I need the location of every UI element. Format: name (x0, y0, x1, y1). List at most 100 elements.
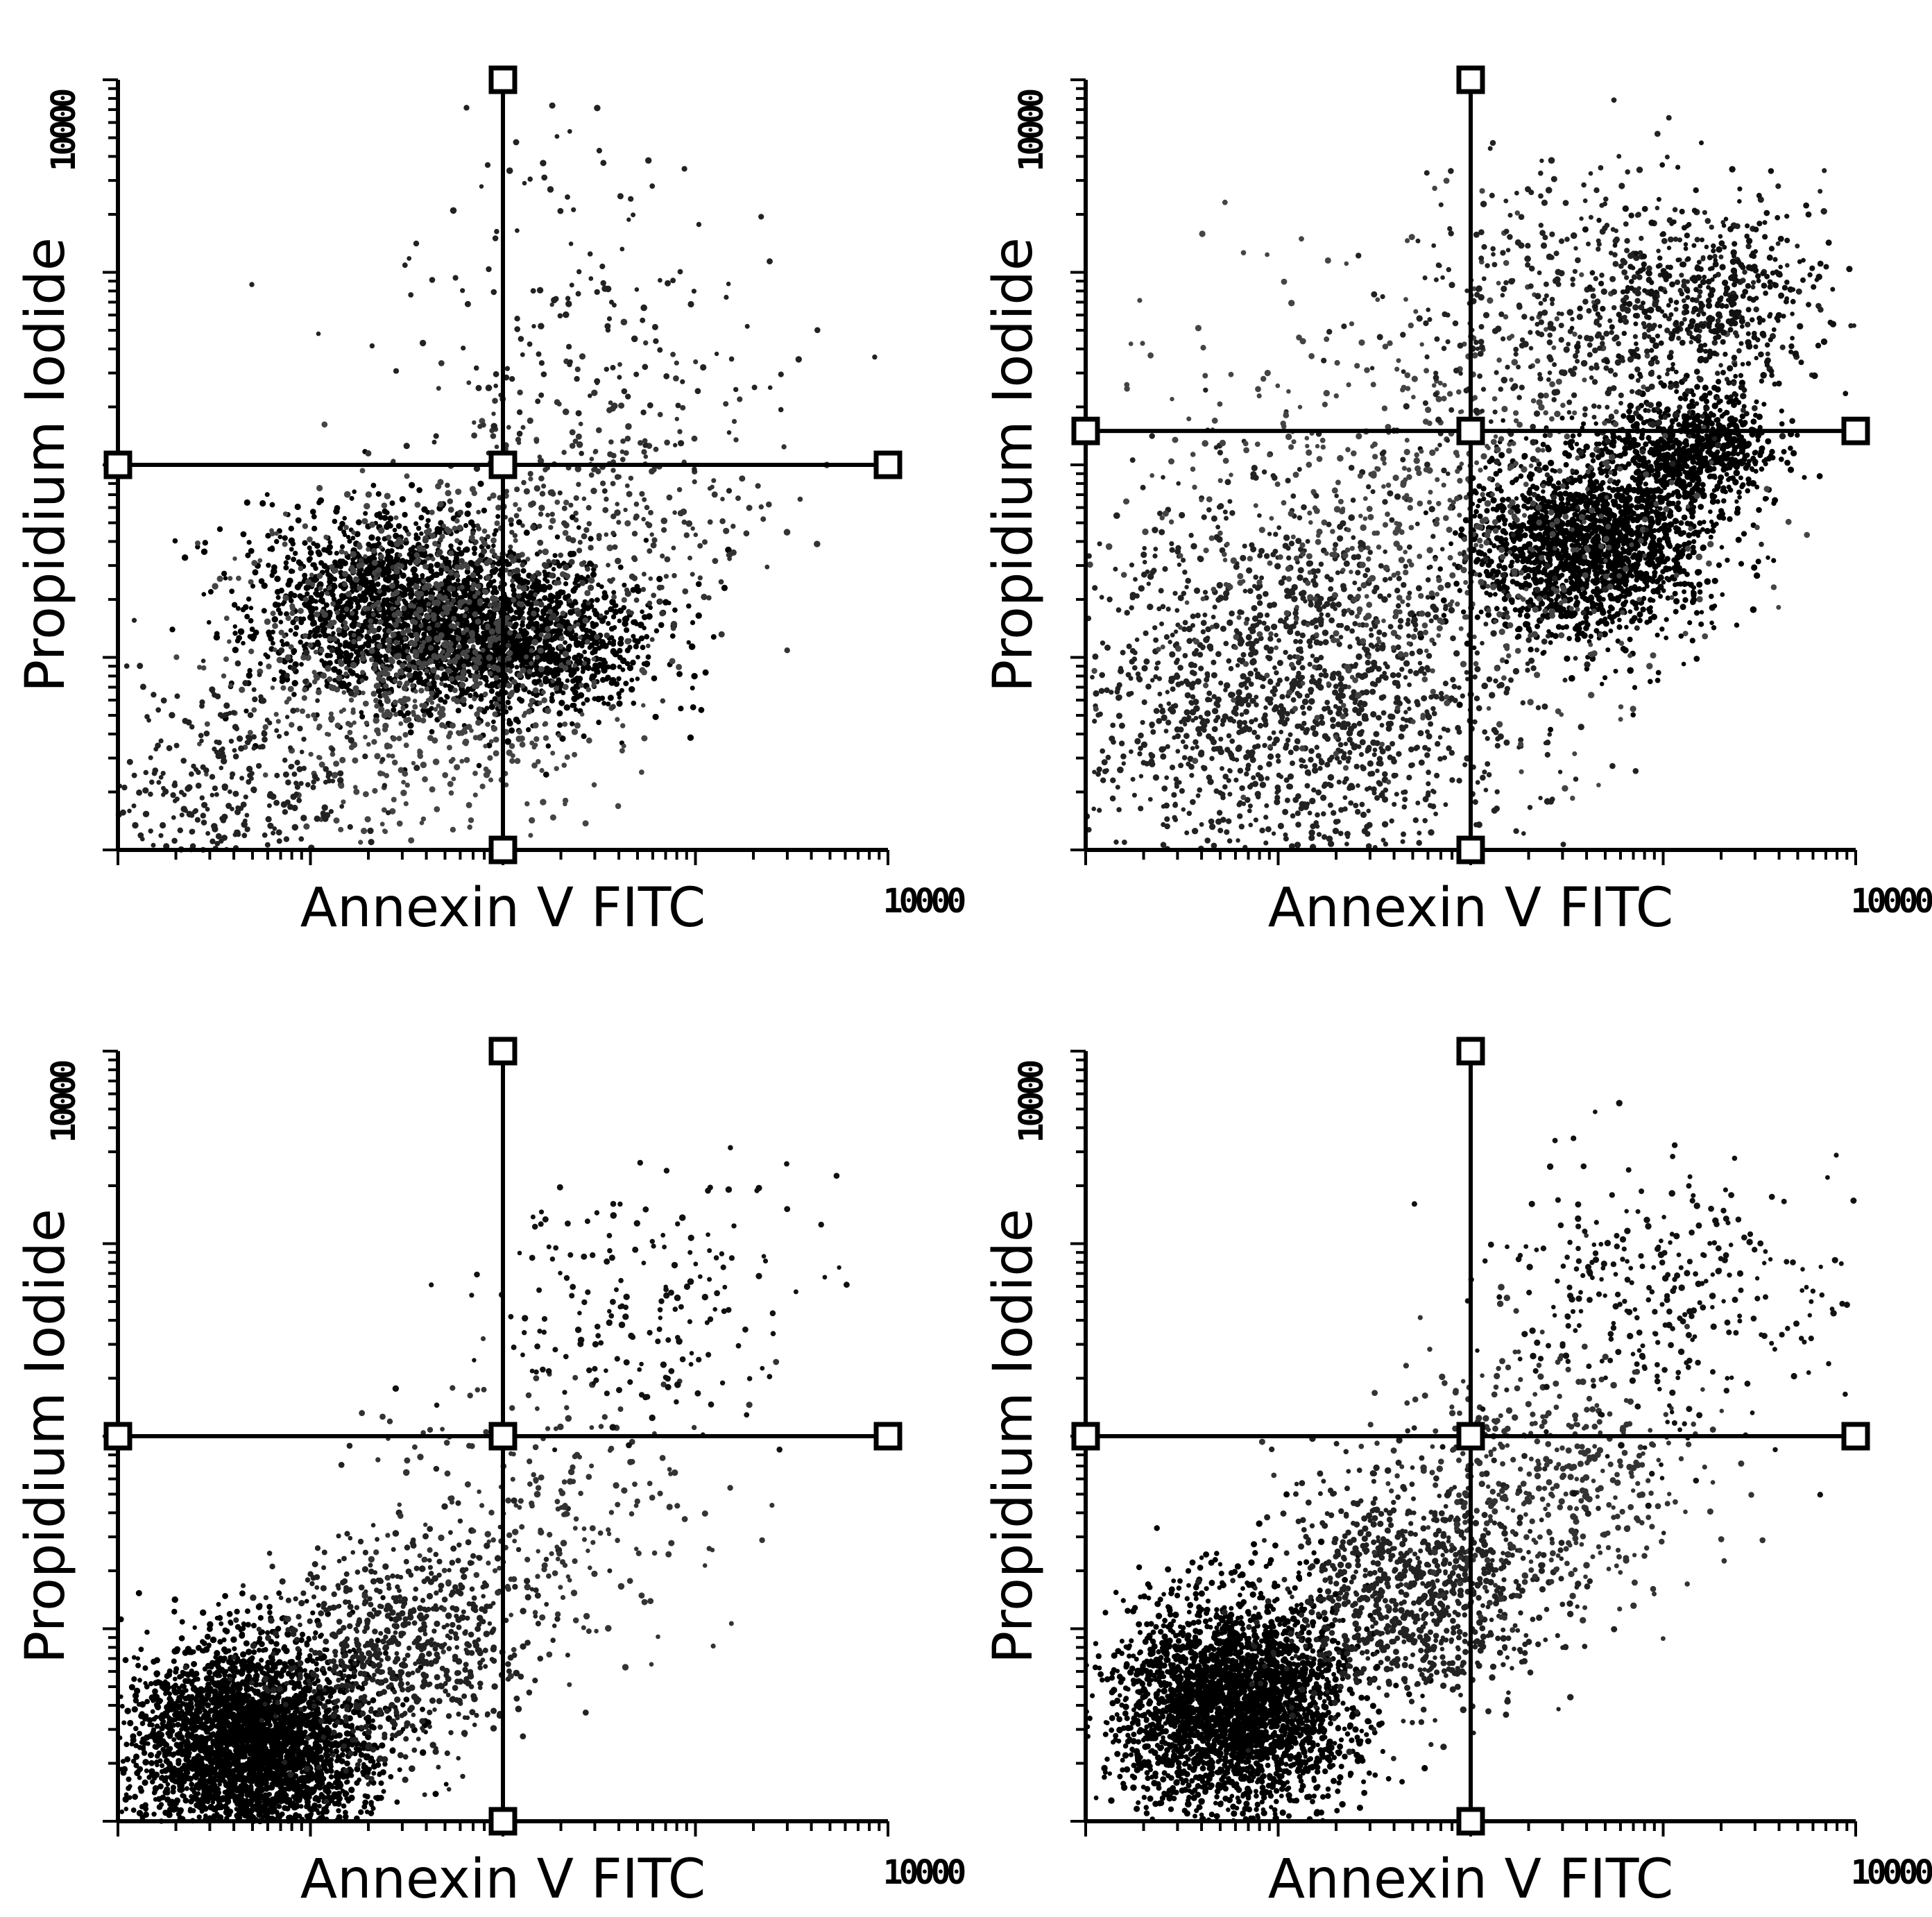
x-axis-max-tick-label: 10000 (883, 882, 966, 921)
event-point (564, 573, 571, 579)
event-point (438, 636, 443, 641)
event-point (652, 713, 659, 720)
event-point (361, 518, 368, 525)
event-point (691, 289, 697, 294)
event-point (1605, 473, 1609, 479)
event-point (342, 570, 348, 577)
event-point (538, 511, 544, 517)
event-point (579, 579, 586, 586)
event-point (431, 439, 437, 445)
event-point (571, 587, 577, 593)
event-point (647, 600, 653, 606)
event-point (420, 573, 425, 578)
event-point (379, 821, 385, 827)
event-point (575, 291, 581, 297)
event-point (350, 551, 357, 558)
event-point (505, 699, 511, 706)
event-point (542, 721, 549, 727)
event-point (493, 701, 499, 707)
event-point (310, 784, 316, 790)
event-point (384, 510, 390, 516)
event-point (290, 541, 296, 547)
event-point (246, 596, 252, 602)
event-point (358, 558, 364, 563)
event-point (228, 683, 233, 688)
event-point (493, 736, 499, 743)
gate-handle-top[interactable] (488, 65, 518, 94)
event-point (316, 689, 322, 695)
event-point (492, 711, 498, 717)
event-point (726, 281, 731, 287)
event-point (343, 606, 350, 612)
event-point (303, 584, 310, 592)
event-point (538, 475, 545, 482)
event-point (711, 491, 718, 498)
event-point (476, 762, 482, 769)
event-point (557, 643, 564, 650)
event-point (402, 511, 408, 518)
event-point (234, 726, 239, 731)
event-point (657, 411, 663, 418)
event-point (433, 571, 441, 578)
event-point (277, 534, 283, 540)
event-point (556, 733, 562, 738)
gate-handle-right[interactable] (873, 450, 903, 479)
event-point (685, 520, 693, 527)
event-point (434, 622, 441, 628)
event-point (581, 665, 587, 672)
gate-handle-center[interactable] (488, 450, 518, 479)
event-point (431, 599, 438, 606)
event-point (333, 760, 340, 767)
event-point (416, 545, 423, 552)
event-point (602, 506, 609, 513)
event-point (282, 757, 288, 763)
event-point (285, 615, 291, 622)
event-point (640, 586, 647, 593)
event-point (504, 605, 511, 612)
event-point (579, 353, 586, 360)
event-point (318, 586, 323, 591)
event-point (363, 641, 368, 647)
event-point (198, 733, 204, 738)
event-point (204, 721, 210, 727)
event-point (311, 679, 318, 685)
event-point (439, 666, 444, 672)
event-point (599, 263, 606, 270)
event-point (245, 734, 250, 740)
event-point (645, 157, 652, 164)
event-point (538, 632, 544, 638)
event-point (604, 632, 610, 639)
event-point (605, 674, 611, 681)
event-point (250, 786, 257, 793)
event-point (649, 468, 656, 475)
event-point (422, 713, 427, 718)
gate-handle-bottom[interactable] (488, 835, 518, 864)
event-point (795, 356, 802, 363)
event-point (619, 748, 625, 754)
event-point (520, 352, 525, 357)
event-point (302, 523, 309, 529)
event-point (533, 485, 540, 492)
event-point (334, 647, 342, 654)
event-point (360, 670, 366, 675)
event-point (454, 654, 461, 661)
gate-handle-left[interactable] (103, 450, 132, 479)
event-point (727, 552, 732, 556)
event-point (764, 564, 770, 570)
event-point (1500, 497, 1506, 503)
event-point (393, 559, 397, 564)
event-point (672, 607, 678, 613)
event-point (536, 287, 544, 293)
event-point (446, 668, 452, 674)
event-point (619, 688, 624, 693)
event-point (456, 546, 461, 552)
event-point (341, 799, 346, 805)
event-point (425, 636, 432, 642)
event-point (592, 696, 597, 701)
event-point (402, 770, 409, 777)
event-point (274, 728, 280, 733)
event-point (461, 642, 468, 649)
event-point (314, 625, 321, 631)
event-point (200, 658, 206, 663)
event-point (465, 599, 472, 606)
